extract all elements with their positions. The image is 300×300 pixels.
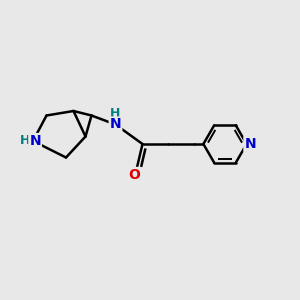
Text: H: H <box>110 106 121 120</box>
Text: N: N <box>110 118 121 131</box>
Text: N: N <box>29 134 41 148</box>
Text: O: O <box>128 168 140 182</box>
Text: H: H <box>20 134 30 148</box>
Text: N: N <box>244 137 256 151</box>
